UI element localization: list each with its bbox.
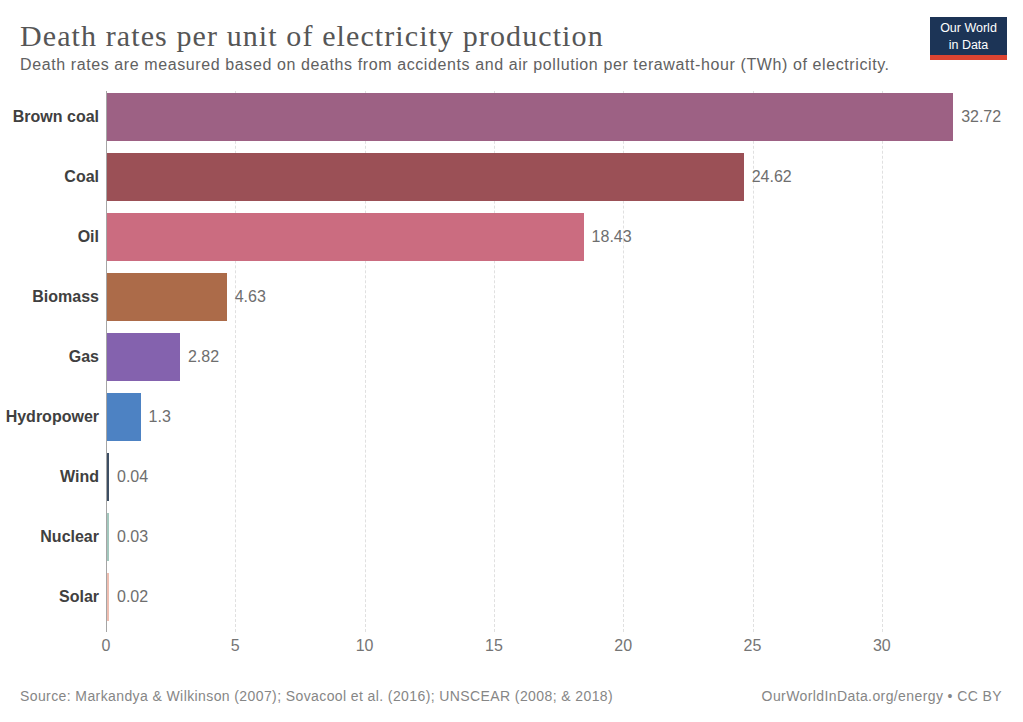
category-label: Gas [0, 333, 99, 381]
category-label: Oil [0, 213, 99, 261]
value-label: 2.82 [188, 333, 219, 381]
category-label: Solar [0, 573, 99, 621]
x-tick-label: 0 [76, 637, 136, 655]
bar[interactable] [107, 93, 953, 141]
x-tick-label: 30 [852, 637, 912, 655]
x-tick-label: 10 [335, 637, 395, 655]
value-label: 1.3 [149, 393, 171, 441]
x-tick-label: 15 [464, 637, 524, 655]
value-label: 32.72 [961, 93, 1001, 141]
bar[interactable] [107, 453, 109, 501]
value-label: 4.63 [235, 273, 266, 321]
bar[interactable] [107, 273, 227, 321]
gridline [882, 91, 883, 632]
x-tick-label: 25 [723, 637, 783, 655]
category-label: Coal [0, 153, 99, 201]
bar[interactable] [107, 213, 584, 261]
bar-chart: 0 5 10 15 20 25 30 Brown coal 32.72 Coal 24.62 Oil 1… [0, 0, 1023, 722]
bar[interactable] [107, 513, 109, 561]
value-label: 0.02 [117, 573, 148, 621]
category-label: Brown coal [0, 93, 99, 141]
source-note: Source: Markandya & Wilkinson (2007); So… [20, 688, 613, 704]
category-label: Wind [0, 453, 99, 501]
x-tick-label: 20 [593, 637, 653, 655]
category-label: Nuclear [0, 513, 99, 561]
x-tick-label: 5 [205, 637, 265, 655]
value-label: 18.43 [592, 213, 632, 261]
bar[interactable] [107, 333, 180, 381]
value-label: 0.04 [117, 453, 148, 501]
category-label: Hydropower [0, 393, 99, 441]
bar[interactable] [107, 573, 109, 621]
value-label: 24.62 [752, 153, 792, 201]
attribution-link[interactable]: OurWorldInData.org/energy • CC BY [762, 688, 1002, 704]
value-label: 0.03 [117, 513, 148, 561]
category-label: Biomass [0, 273, 99, 321]
bar[interactable] [107, 153, 744, 201]
bar[interactable] [107, 393, 141, 441]
